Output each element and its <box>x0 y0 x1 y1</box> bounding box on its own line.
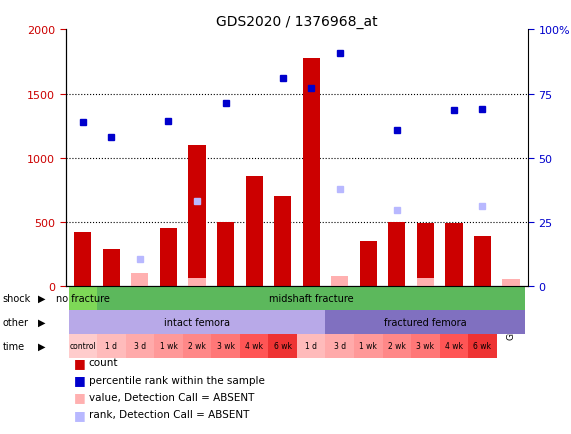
Text: 4 wk: 4 wk <box>445 342 463 351</box>
Bar <box>474 237 491 286</box>
Text: 1 d: 1 d <box>105 342 118 351</box>
Bar <box>217 223 234 286</box>
Bar <box>188 279 206 286</box>
Text: midshaft fracture: midshaft fracture <box>269 293 353 303</box>
Text: 1 wk: 1 wk <box>159 342 178 351</box>
Text: 6 wk: 6 wk <box>274 342 292 351</box>
Bar <box>246 176 263 286</box>
Bar <box>502 280 520 286</box>
Title: GDS2020 / 1376968_at: GDS2020 / 1376968_at <box>216 15 378 30</box>
Bar <box>126 334 154 358</box>
Bar <box>468 334 497 358</box>
Bar <box>131 274 148 286</box>
Bar <box>360 242 377 286</box>
Bar <box>183 334 211 358</box>
Bar <box>103 249 120 286</box>
Bar <box>274 197 291 286</box>
Bar <box>66 286 528 312</box>
Bar <box>188 146 206 286</box>
Bar <box>325 310 525 334</box>
Text: ■: ■ <box>74 373 86 386</box>
Bar <box>268 334 297 358</box>
Text: shock: shock <box>3 293 31 303</box>
Text: ▶: ▶ <box>38 317 46 327</box>
Text: ■: ■ <box>74 391 86 404</box>
Bar <box>131 284 148 286</box>
Bar <box>502 279 520 286</box>
Bar <box>325 334 354 358</box>
Bar <box>331 276 348 286</box>
Bar <box>74 233 91 286</box>
Text: 3 wk: 3 wk <box>416 342 435 351</box>
Bar <box>160 229 177 286</box>
Text: value, Detection Call = ABSENT: value, Detection Call = ABSENT <box>89 392 254 402</box>
Bar <box>297 334 325 358</box>
Bar <box>240 334 268 358</box>
Bar <box>154 334 183 358</box>
Text: intact femora: intact femora <box>164 317 230 327</box>
Bar <box>440 334 468 358</box>
Bar <box>411 334 440 358</box>
Bar <box>354 334 383 358</box>
Text: ▶: ▶ <box>38 341 46 351</box>
Bar <box>445 224 463 286</box>
Text: 2 wk: 2 wk <box>388 342 406 351</box>
Bar <box>417 224 434 286</box>
Bar <box>303 59 320 286</box>
Text: 2 wk: 2 wk <box>188 342 206 351</box>
Text: 1 d: 1 d <box>305 342 317 351</box>
Text: ■: ■ <box>74 408 86 421</box>
Text: percentile rank within the sample: percentile rank within the sample <box>89 375 264 385</box>
Text: 3 d: 3 d <box>134 342 146 351</box>
Text: 1 wk: 1 wk <box>359 342 377 351</box>
Text: other: other <box>3 317 29 327</box>
Text: rank, Detection Call = ABSENT: rank, Detection Call = ABSENT <box>89 410 249 419</box>
Text: 4 wk: 4 wk <box>245 342 263 351</box>
Text: fractured femora: fractured femora <box>384 317 467 327</box>
Bar <box>383 334 411 358</box>
Bar <box>388 223 405 286</box>
Bar <box>69 286 97 310</box>
Text: control: control <box>70 342 96 351</box>
Text: 3 wk: 3 wk <box>216 342 235 351</box>
Text: 3 d: 3 d <box>333 342 346 351</box>
Bar <box>211 334 240 358</box>
Text: 6 wk: 6 wk <box>473 342 492 351</box>
Text: ▶: ▶ <box>38 293 46 303</box>
Bar <box>331 280 348 286</box>
Bar <box>69 334 97 358</box>
Bar <box>417 279 434 286</box>
Text: no fracture: no fracture <box>56 293 110 303</box>
Bar <box>69 310 325 334</box>
Bar <box>97 334 126 358</box>
Text: time: time <box>3 341 25 351</box>
Text: count: count <box>89 358 118 367</box>
Text: ■: ■ <box>74 356 86 369</box>
